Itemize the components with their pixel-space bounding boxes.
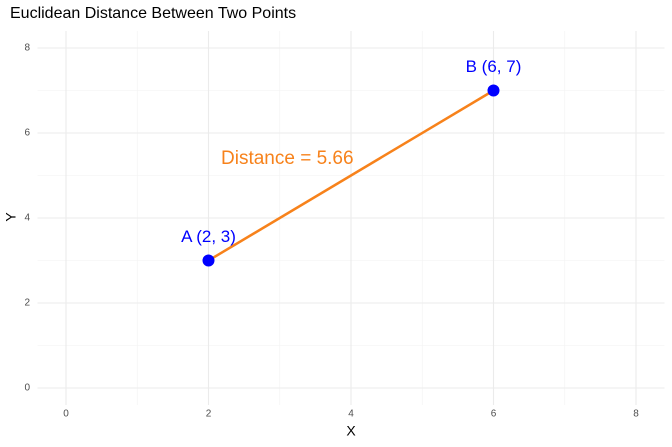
y-tick-label: 4 [24,213,30,224]
x-tick-label: 6 [491,409,497,420]
x-tick-label: 2 [206,409,212,420]
chart-title: Euclidean Distance Between Two Points [10,5,296,22]
y-tick-label: 8 [24,43,30,54]
x-tick-label: 0 [63,409,69,420]
point-label: A (2, 3) [181,227,236,246]
point-label: B (6, 7) [466,57,522,76]
x-axis-label: X [346,423,356,439]
x-tick-label: 8 [633,409,639,420]
y-tick-label: 0 [24,383,30,394]
point [202,254,215,267]
y-tick-label: 2 [24,298,30,309]
point [487,84,500,97]
x-tick-label: 4 [348,409,354,420]
y-axis-label: Y [3,212,19,222]
y-tick-label: 6 [24,128,30,139]
distance-line [207,89,495,262]
annotation: Distance = 5.66 [221,148,354,169]
